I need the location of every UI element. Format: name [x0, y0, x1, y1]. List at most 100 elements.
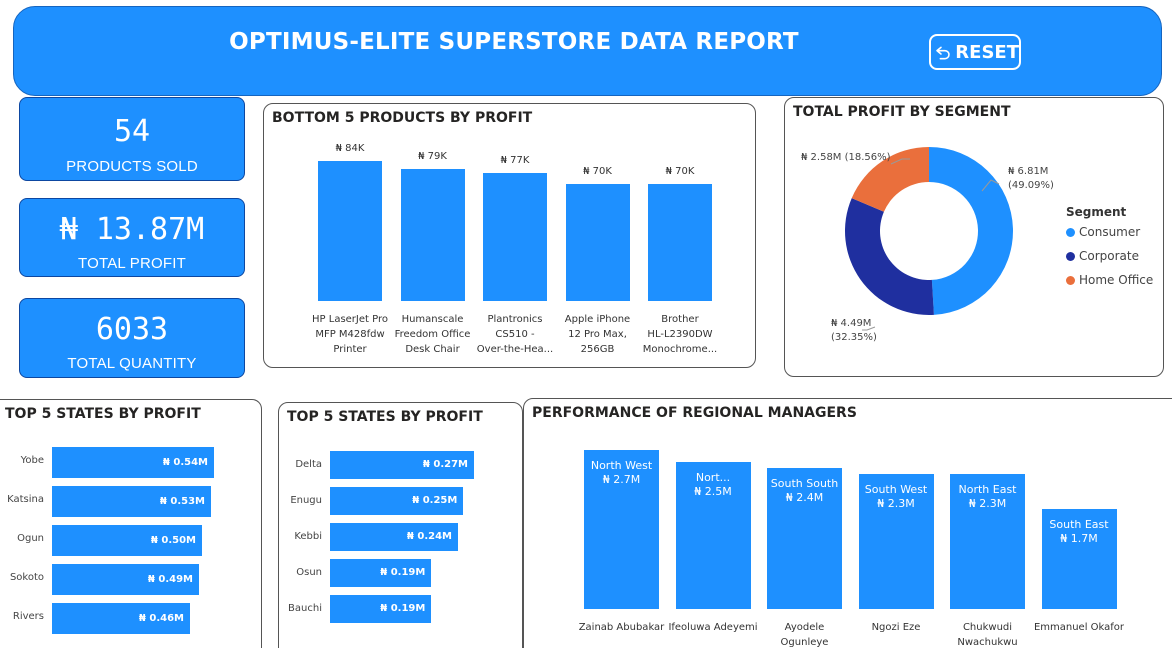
chart-title: PERFORMANCE OF REGIONAL MANAGERS: [532, 405, 857, 421]
category-label: Chukwudi Nwachukwu: [957, 622, 1018, 648]
bar[interactable]: [565, 184, 630, 301]
kpi-label: TOTAL PROFIT: [78, 255, 186, 272]
chart-title: BOTTOM 5 PRODUCTS BY PROFIT: [272, 110, 533, 126]
bar[interactable]: ₦ 0.25M: [330, 487, 464, 515]
data-label: South West ₦ 2.3M: [864, 482, 928, 510]
data-label: ₦ 0.49M: [147, 573, 193, 585]
bar[interactable]: [400, 169, 465, 301]
data-label-home-office: ₦ 2.58M (18.56%): [801, 152, 891, 163]
kpi-total-quantity: 6033 TOTAL QUANTITY: [19, 298, 245, 378]
category-label: Yobe: [20, 455, 44, 466]
data-label: North East ₦ 2.3M: [958, 482, 1017, 510]
data-label: ₦ 0.27M: [422, 459, 468, 470]
kpi-value: ₦ 13.87M: [59, 212, 205, 247]
bar[interactable]: [648, 184, 712, 301]
segment-donut-chart[interactable]: TOTAL PROFIT BY SEGMENT ₦ 6.81M (49.09%)…: [784, 97, 1164, 377]
legend-dot: [1066, 227, 1075, 237]
bottom-products-chart[interactable]: BOTTOM 5 PRODUCTS BY PROFIT ₦ 84K HP Lase…: [263, 103, 756, 368]
category-label: Katsina: [7, 494, 44, 505]
leader-line: [862, 326, 876, 331]
reset-label: RESET: [955, 41, 1019, 63]
category-label: Sokoto: [9, 572, 44, 583]
category-label: Rivers: [12, 611, 44, 622]
kpi-value: 54: [113, 114, 151, 149]
legend-item[interactable]: Corporate: [1066, 249, 1139, 263]
bar[interactable]: Nort... ₦ 2.5M: [675, 461, 751, 609]
category-label: Brother HL-L2390DW Monochrome...: [642, 314, 718, 355]
legend-dot: [1066, 275, 1075, 285]
data-label: ₦ 77K: [500, 154, 530, 166]
category-label: Ayodele Ogunleye: [780, 622, 829, 648]
donut-svg: [845, 147, 1014, 331]
bar[interactable]: [483, 172, 547, 301]
donut-slice-home-office[interactable]: [851, 147, 929, 212]
plot-area: ₦ 84K HP LaserJet Pro MFP M428fdw Printer…: [264, 104, 755, 367]
bar[interactable]: ₦ 0.54M: [52, 447, 214, 478]
donut-slice-corporate[interactable]: [845, 198, 934, 315]
legend-title: Segment: [1066, 205, 1127, 219]
top-states-chart-2[interactable]: TOP 5 STATES BY PROFIT Delta ₦ 0.27M Enugu…: [278, 402, 523, 648]
kpi-value: 6033: [95, 312, 169, 347]
category-label: Humanscale Freedom Office Desk Chair: [394, 314, 471, 355]
bar[interactable]: North West ₦ 2.7M: [584, 450, 659, 609]
bar[interactable]: North East ₦ 2.3M: [950, 473, 1025, 609]
bar[interactable]: ₦ 0.27M: [330, 451, 474, 479]
legend-item[interactable]: Home Office: [1066, 273, 1153, 287]
bar[interactable]: ₦ 0.46M: [52, 603, 190, 634]
plot-area: Yobe ₦ 0.54M Katsina ₦ 0.53M Ogun ₦ 0.50M Soko…: [0, 400, 261, 648]
chart-title: TOP 5 STATES BY PROFIT: [287, 409, 483, 425]
data-label: ₦ 0.46M: [138, 612, 184, 624]
kpi-label: PRODUCTS SOLD: [66, 158, 198, 175]
data-label: ₦ 0.19M: [380, 603, 426, 614]
regional-managers-chart[interactable]: PERFORMANCE OF REGIONAL MANAGERS North W…: [523, 398, 1172, 648]
kpi-products-sold: 54 PRODUCTS SOLD: [19, 97, 245, 181]
legend-dot: [1066, 251, 1075, 261]
category-label: Kebbi: [294, 531, 322, 542]
category-label: Ngozi Eze: [871, 622, 921, 633]
data-label: North West ₦ 2.7M: [590, 459, 653, 486]
bar[interactable]: [318, 161, 382, 301]
legend-label: Home Office: [1079, 273, 1154, 287]
category-label: Apple iPhone 12 Pro Max, 256GB: [564, 314, 631, 355]
bar[interactable]: ₦ 0.19M: [330, 559, 432, 587]
data-label: ₦ 0.50M: [150, 534, 196, 546]
category-label: Delta: [295, 459, 322, 470]
bar[interactable]: ₦ 0.49M: [52, 564, 199, 595]
reset-button[interactable]: RESET: [929, 34, 1021, 70]
category-label: Enugu: [290, 495, 322, 506]
report-title: OPTIMUS-ELITE SUPERSTORE DATA REPORT: [229, 29, 799, 55]
donut-slice-consumer[interactable]: [929, 147, 1014, 315]
data-label-corporate: ₦ 4.49M (32.35%): [831, 318, 877, 343]
category-label: Zainab Abubakar: [578, 622, 665, 633]
bar[interactable]: South South ₦ 2.4M: [767, 467, 842, 609]
kpi-total-profit: ₦ 13.87M TOTAL PROFIT: [19, 198, 245, 277]
data-label: ₦ 0.25M: [412, 495, 458, 506]
data-label: ₦ 0.54M: [162, 456, 208, 468]
bar[interactable]: ₦ 0.53M: [52, 486, 211, 517]
leader-line: [981, 179, 1000, 192]
category-label: Bauchi: [288, 603, 322, 614]
bar[interactable]: ₦ 0.19M: [330, 595, 432, 623]
category-label: Emmanuel Okafor: [1033, 622, 1125, 633]
bar[interactable]: ₦ 0.50M: [52, 525, 202, 556]
data-label: South South ₦ 2.4M: [770, 476, 839, 504]
plot-area: North West ₦ 2.7M Zainab Abubakar Nort... …: [524, 399, 1172, 648]
chart-title: TOP 5 STATES BY PROFIT: [5, 406, 201, 422]
data-label: South East ₦ 1.7M: [1049, 517, 1109, 545]
legend-label: Corporate: [1079, 249, 1139, 263]
report-header: OPTIMUS-ELITE SUPERSTORE DATA REPORT RES…: [13, 6, 1162, 96]
undo-arrow-icon: [936, 46, 950, 60]
legend-item[interactable]: Consumer: [1066, 225, 1140, 239]
leader-line: [890, 158, 910, 165]
kpi-label: TOTAL QUANTITY: [67, 355, 197, 372]
plot-area: Delta ₦ 0.27M Enugu ₦ 0.25M Kebbi ₦ 0.24M Osun…: [279, 403, 522, 648]
bar[interactable]: ₦ 0.24M: [330, 523, 458, 551]
data-label: ₦ 0.53M: [159, 495, 205, 507]
category-label: Ogun: [17, 533, 44, 544]
category-label: HP LaserJet Pro MFP M428fdw Printer: [312, 314, 388, 355]
bar[interactable]: South West ₦ 2.3M: [858, 473, 934, 609]
data-label: ₦ 79K: [418, 151, 447, 163]
category-label: Ifeoluwa Adeyemi: [668, 622, 758, 633]
top-states-chart-1[interactable]: TOP 5 STATES BY PROFIT Yobe ₦ 0.54M Katsin…: [0, 399, 262, 648]
bar[interactable]: South East ₦ 1.7M: [1041, 508, 1117, 609]
